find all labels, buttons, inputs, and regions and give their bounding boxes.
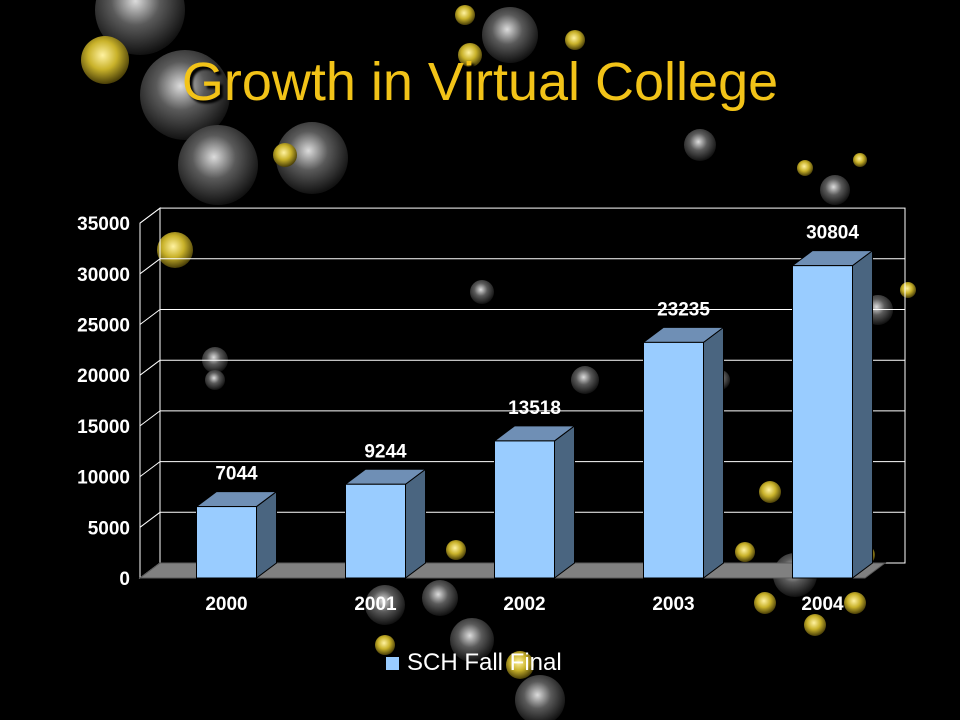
gridline-side [139,309,161,325]
bg-sphere [571,366,599,394]
y-tick-label: 35000 [77,214,130,235]
y-tick-label: 30000 [77,265,130,286]
bg-sphere [506,651,534,679]
data-label: 9244 [364,441,407,462]
bg-sphere [375,635,395,655]
gridline-side [139,207,161,224]
y-tick-label: 25000 [77,316,130,337]
data-label: 13518 [508,398,561,419]
gridline-side [139,461,161,478]
bg-sphere [900,282,916,298]
bar-side [405,468,426,579]
bg-sphere [140,50,230,140]
gridline-side [139,359,161,376]
bar-side [852,249,873,579]
bg-sphere [446,540,466,560]
bg-sphere [797,160,813,176]
bg-sphere [205,370,225,390]
gridline-side [139,511,161,528]
bg-sphere [684,129,716,161]
bg-sphere [470,280,494,304]
bg-sphere [365,585,405,625]
bg-sphere [565,30,585,50]
data-label: 7044 [215,464,258,485]
bg-sphere [455,5,475,25]
x-tick-label: 2002 [503,594,545,615]
bg-sphere [844,592,866,614]
legend-swatch [386,656,399,670]
bg-sphere [820,175,850,205]
bg-sphere [178,125,258,205]
bar-side [554,424,575,579]
x-tick-label: 2001 [354,594,397,615]
bg-sphere [458,43,482,67]
x-tick-label: 2000 [205,594,247,615]
bg-sphere [273,143,297,167]
chart-side-wall [139,207,161,579]
bg-sphere [735,542,755,562]
bg-sphere [276,122,348,194]
legend-label: SCH Fall Final [407,649,562,676]
bg-sphere [81,36,129,84]
y-tick-label: 15000 [77,417,130,438]
bg-sphere [482,7,538,63]
bar-side [703,326,724,579]
bg-sphere [804,614,826,636]
x-tick-label: 2003 [652,594,694,615]
gridline-side [139,258,161,275]
y-tick-label: 5000 [88,518,130,539]
y-tick-label: 20000 [77,366,130,387]
data-label: 23235 [657,299,710,320]
data-label: 30804 [806,223,859,244]
y-tick-label: 0 [119,569,130,590]
bg-sphere [450,618,494,662]
bar [494,440,555,579]
bar [792,265,853,579]
bg-sphere [515,675,565,720]
bg-sphere [759,481,781,503]
x-tick-label: 2004 [801,594,844,615]
bar [196,506,257,579]
gridline-side [139,410,161,427]
bg-sphere [754,592,776,614]
bar [643,341,704,579]
slide-title: Growth in Virtual College [181,52,779,112]
chart-legend: SCH Fall Final [386,649,562,676]
bg-sphere [422,580,458,616]
bar [345,483,406,579]
bg-sphere [853,153,867,167]
y-tick-label: 10000 [77,468,130,489]
